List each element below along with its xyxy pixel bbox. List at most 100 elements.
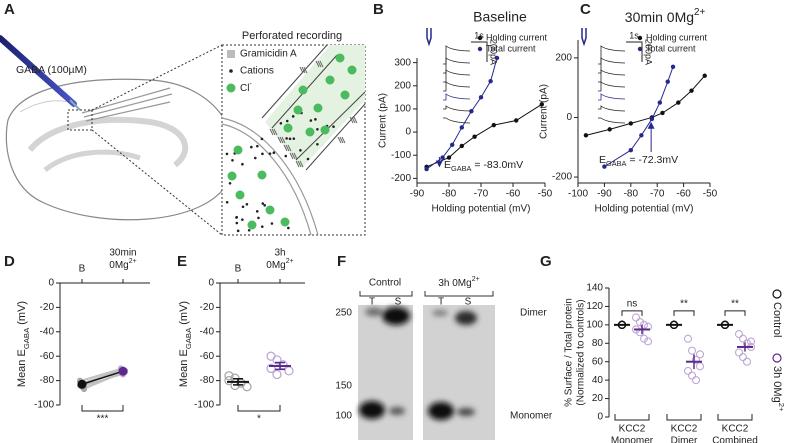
y-tick-label: 20 bbox=[592, 393, 604, 404]
cation bbox=[255, 210, 259, 213]
blot-membrane bbox=[423, 305, 495, 440]
mean-marker bbox=[118, 366, 128, 376]
data-point bbox=[224, 375, 234, 386]
cell-membrane bbox=[221, 117, 319, 236]
reversal-label-part: GABA bbox=[451, 164, 472, 173]
y-axis-title-part: Mean E bbox=[16, 349, 28, 387]
cation bbox=[288, 137, 292, 141]
data-point bbox=[472, 134, 477, 139]
y-tick-label: 40 bbox=[592, 375, 604, 386]
cation bbox=[236, 229, 240, 233]
data-point bbox=[738, 334, 748, 343]
x-tick-label: -70 bbox=[650, 189, 665, 200]
data-point bbox=[657, 100, 663, 105]
y-tick-label: 0 bbox=[405, 127, 411, 138]
panel-label: D bbox=[4, 253, 15, 270]
legend-label-part: 2+ bbox=[777, 403, 786, 412]
category-label: 30min bbox=[109, 248, 136, 259]
inset-trace bbox=[598, 69, 626, 83]
gramicidin bbox=[339, 136, 344, 144]
y-axis-title-part: Mean E bbox=[178, 349, 190, 387]
inset-trace bbox=[443, 69, 471, 83]
legend-marker bbox=[477, 46, 483, 52]
gramicidin bbox=[283, 144, 288, 152]
y-tick-label: 200 bbox=[555, 53, 572, 64]
scale-label: 200pA bbox=[644, 39, 654, 65]
category-label-part: 0Mg bbox=[266, 260, 285, 271]
chloride bbox=[247, 220, 257, 230]
cation bbox=[261, 152, 264, 156]
scale-label: 1s bbox=[629, 30, 639, 40]
cation bbox=[245, 202, 249, 206]
data-point bbox=[683, 366, 693, 375]
chloride bbox=[265, 205, 275, 215]
diagram-legend-label: Cl- bbox=[240, 81, 252, 93]
panel-label: C bbox=[580, 1, 591, 18]
data-point bbox=[639, 320, 649, 329]
data-point bbox=[242, 382, 252, 392]
cation bbox=[272, 151, 276, 155]
chloride bbox=[305, 127, 315, 137]
cation bbox=[287, 226, 290, 230]
y-axis-title: Mean EGABA (mV) bbox=[178, 301, 193, 387]
category-bracket bbox=[666, 414, 702, 421]
data-point bbox=[491, 122, 496, 128]
x-tick-label: -60 bbox=[676, 189, 691, 200]
inset-trace bbox=[598, 81, 626, 92]
data-point bbox=[446, 155, 452, 160]
western-blot bbox=[358, 291, 495, 440]
y-axis-title-part: GABA bbox=[184, 327, 193, 349]
data-point bbox=[649, 116, 655, 122]
y-tick-label: 0 bbox=[566, 112, 572, 123]
group-label: Control bbox=[369, 278, 401, 289]
inset-trace bbox=[443, 93, 471, 101]
legend-marker bbox=[772, 353, 782, 363]
group-bracket bbox=[359, 291, 413, 297]
y-axis-title: Current (pA) bbox=[378, 93, 389, 148]
cation-icon bbox=[229, 69, 233, 73]
y-tick-label: -200 bbox=[552, 172, 572, 183]
category-bracket bbox=[614, 414, 650, 421]
diagram-legend-label: Gramicidin A bbox=[240, 49, 297, 60]
data-point bbox=[631, 313, 641, 322]
cation bbox=[306, 157, 310, 161]
cation bbox=[263, 204, 266, 207]
inset-trace bbox=[598, 45, 626, 65]
data-point bbox=[635, 318, 645, 327]
cation bbox=[292, 137, 296, 140]
panel-label: B bbox=[373, 1, 384, 18]
gramicidin bbox=[351, 116, 356, 124]
y-axis-title: Current (pA) bbox=[539, 84, 550, 139]
data-point bbox=[639, 334, 649, 343]
legend-label: Holding current bbox=[646, 32, 708, 42]
diagram-title: Perforated recording bbox=[242, 30, 342, 42]
data-point bbox=[676, 100, 681, 105]
chart-title: 30min 0Mg2+ bbox=[625, 7, 706, 25]
cation bbox=[235, 221, 239, 225]
data-point bbox=[514, 118, 519, 123]
data-point bbox=[691, 355, 701, 364]
chloride bbox=[335, 53, 345, 63]
y-axis-title: (Normalized to controls) bbox=[576, 299, 587, 405]
blot-membrane bbox=[358, 305, 413, 440]
band-label: Dimer bbox=[520, 308, 547, 319]
y-tick-label: 0 bbox=[48, 278, 54, 289]
chloride bbox=[293, 105, 303, 115]
category-label: Dimer bbox=[671, 436, 698, 443]
gramicidin bbox=[299, 160, 304, 168]
cation bbox=[250, 145, 253, 149]
brain-outline bbox=[5, 78, 235, 221]
legend-label: Total current bbox=[486, 43, 536, 53]
data-point bbox=[660, 110, 665, 116]
scale-bar bbox=[626, 41, 643, 62]
gramicidin bbox=[301, 66, 306, 74]
scale-label: 1s bbox=[474, 30, 484, 40]
y-tick-label: -20 bbox=[40, 302, 55, 313]
cation bbox=[314, 118, 317, 121]
drug-label: GABA (100µM) bbox=[16, 64, 87, 76]
gramicidin bbox=[353, 116, 358, 124]
panel-label: F bbox=[337, 253, 346, 270]
gramicidin bbox=[295, 160, 300, 168]
inset-trace bbox=[443, 105, 471, 112]
legend-marker bbox=[477, 35, 483, 41]
